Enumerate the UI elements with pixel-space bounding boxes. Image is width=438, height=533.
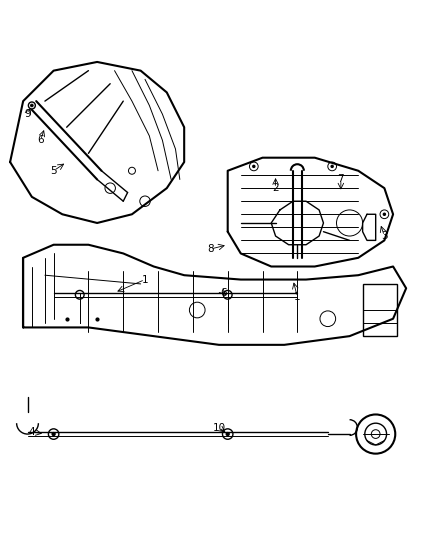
Circle shape	[75, 290, 84, 299]
Text: 2: 2	[272, 183, 279, 193]
Text: 9: 9	[24, 109, 31, 119]
Circle shape	[51, 432, 56, 436]
Circle shape	[31, 104, 33, 107]
Text: 8: 8	[207, 244, 214, 254]
Circle shape	[371, 430, 380, 439]
Circle shape	[226, 432, 230, 436]
Text: 3: 3	[381, 231, 388, 241]
Text: 1: 1	[142, 274, 148, 285]
Text: 5: 5	[50, 166, 57, 176]
Text: 6: 6	[37, 135, 44, 146]
Text: 6: 6	[220, 288, 226, 297]
Text: 10: 10	[212, 423, 226, 433]
Text: 7: 7	[338, 174, 344, 184]
Text: 4: 4	[28, 427, 35, 437]
FancyBboxPatch shape	[363, 284, 397, 336]
Circle shape	[252, 165, 255, 168]
Circle shape	[48, 429, 59, 439]
Circle shape	[223, 290, 232, 299]
Circle shape	[223, 429, 233, 439]
Circle shape	[330, 165, 334, 168]
Circle shape	[383, 213, 386, 216]
Text: 1: 1	[294, 292, 300, 302]
